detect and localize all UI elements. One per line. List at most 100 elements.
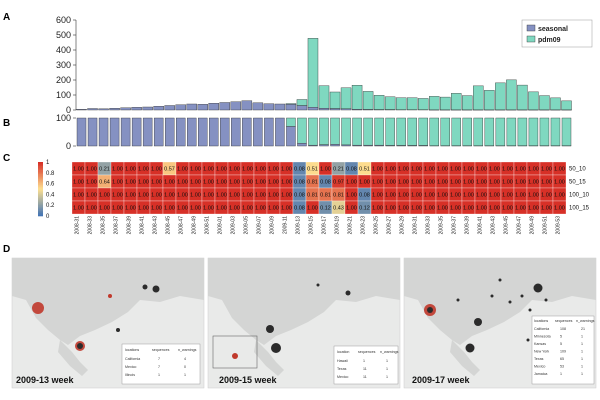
heatmap-row-label: 100_15: [569, 206, 590, 212]
colorbar-segment: [38, 179, 43, 182]
bubble-new-york[interactable]: [533, 283, 543, 293]
table-cell: 11: [363, 367, 367, 371]
table-header-3: n_warnings: [576, 319, 595, 323]
table-cell: 1: [581, 357, 583, 361]
bubble-mexico[interactable]: [77, 343, 83, 349]
bubble-california-inner[interactable]: [427, 307, 433, 313]
bubble-texas[interactable]: [474, 318, 482, 326]
bar-seasonal: [241, 100, 253, 111]
table-cell: 108: [560, 327, 566, 331]
colorbar-segment: [38, 186, 43, 188]
bubble-mexico[interactable]: [271, 343, 281, 353]
bar-seasonal: [275, 117, 285, 147]
heatmap-cell-label: 0.81: [333, 193, 344, 199]
colorbar-segment: [38, 195, 43, 198]
bubble-site[interactable]: [544, 298, 548, 302]
panel-d-maps: locations sequences n_warnings Californi…: [11, 257, 597, 389]
colorbar-segment: [38, 206, 43, 209]
bubble-east[interactable]: [345, 290, 351, 296]
bar-seasonal: [209, 117, 219, 147]
bar-pdm09: [429, 96, 440, 111]
heatmap-cell-label: 1.00: [112, 193, 123, 199]
bar-seasonal: [307, 107, 319, 111]
table-cell: 1: [560, 372, 562, 376]
bubble-hawaii[interactable]: [232, 353, 238, 359]
table-cell: 0: [184, 365, 186, 369]
heatmap-x-tick-label: 2009-39: [465, 216, 471, 235]
bar-seasonal: [131, 117, 142, 147]
heatmap-cell-label: 1.00: [502, 206, 513, 212]
heatmap-cell-label: 1.00: [346, 193, 357, 199]
bubble-illinois[interactable]: [108, 294, 112, 298]
bubble-jamaica[interactable]: [526, 338, 530, 342]
colorbar-segment: [38, 211, 43, 214]
bar-seasonal: [286, 126, 296, 147]
bubble-texas[interactable]: [266, 325, 274, 333]
bubble-minnesota[interactable]: [498, 278, 502, 282]
heatmap-cell-label: 1.00: [476, 206, 487, 212]
bubble-california[interactable]: [32, 302, 44, 314]
heatmap-cell-label: 1.00: [463, 180, 474, 186]
heatmap-cell-label: 1.00: [73, 167, 84, 173]
table-cell: Mexico: [337, 375, 348, 379]
heatmap-cell-label: 1.00: [528, 180, 539, 186]
colorbar-segment: [38, 163, 43, 165]
heatmap-x-tick-label: 2009-07: [257, 216, 263, 235]
y-tick-label: 200: [56, 75, 71, 85]
bar-seasonal: [220, 117, 230, 147]
heatmap-cell-label: 1.00: [112, 206, 123, 212]
bar-seasonal: [318, 107, 330, 111]
heatmap-cell-label: 1.00: [528, 193, 539, 199]
heatmap-x-tick-label: 2008-35: [101, 216, 107, 235]
colorbar-segment: [38, 189, 43, 191]
heatmap-x-tick-label: 2008-51: [205, 216, 211, 235]
heatmap-cell-label: 1.00: [242, 193, 253, 199]
bar-pdm09: [417, 98, 429, 110]
bar-seasonal: [252, 102, 264, 111]
bubble-mexico[interactable]: [465, 343, 475, 353]
heatmap-x-tick-label: 2008-31: [75, 216, 81, 235]
bubble-northeast[interactable]: [316, 283, 320, 287]
heatmap-cell-label: 1.00: [424, 167, 435, 173]
heatmap-cell-label: 1.00: [216, 167, 227, 173]
heatmap-cell-label: 1.00: [73, 193, 84, 199]
heatmap-cell-label: 1.00: [502, 180, 513, 186]
bar-pdm09: [374, 117, 384, 146]
colorbar-segment: [38, 176, 43, 179]
colorbar-segment: [38, 198, 43, 201]
bubble-southeast[interactable]: [116, 328, 120, 332]
heatmap-cell-label: 1.00: [177, 193, 188, 199]
bubble-site[interactable]: [508, 300, 512, 304]
table-header-1: locations: [125, 348, 139, 352]
table-header-2: sequences: [152, 348, 170, 352]
bubble-site[interactable]: [456, 298, 460, 302]
heatmap-cell-label: 1.00: [99, 206, 110, 212]
heatmap-cell-label: 1.00: [177, 206, 188, 212]
bubble-site[interactable]: [520, 294, 524, 298]
heatmap-cell-label: 1.00: [554, 193, 565, 199]
heatmap-cell-label: 1.00: [255, 206, 266, 212]
bar-pdm09: [384, 96, 396, 110]
bar-seasonal: [142, 117, 153, 147]
legend-box: [521, 19, 593, 48]
heatmap-cell-label: 1.00: [541, 193, 552, 199]
bubble-kansas[interactable]: [490, 294, 494, 298]
bubble-northeast-2[interactable]: [152, 285, 160, 293]
bar-pdm09: [550, 117, 561, 146]
heatmap-x-tick-label: 2009-19: [335, 216, 341, 235]
heatmap-cell-label: 1.00: [177, 167, 188, 173]
heatmap-cell-label: 0.08: [294, 180, 305, 186]
colorbar-tick-label: 0: [46, 214, 50, 220]
bar-pdm09: [352, 117, 362, 146]
bar-seasonal: [297, 142, 307, 147]
heatmap-row-label: 50_15: [569, 180, 586, 186]
heatmap-cell-label: 1.00: [86, 180, 97, 186]
bar-pdm09: [318, 85, 330, 109]
heatmap-x-tick-label: 2008-33: [88, 216, 94, 235]
bubble-northeast-1[interactable]: [142, 284, 148, 290]
heatmap-cell-label: 1.00: [515, 180, 526, 186]
heatmap-cell-label: 1.00: [138, 180, 149, 186]
bubble-site[interactable]: [528, 308, 532, 312]
heatmap-x-tick-label: 2008-37: [114, 216, 120, 235]
bar-seasonal: [87, 117, 98, 147]
